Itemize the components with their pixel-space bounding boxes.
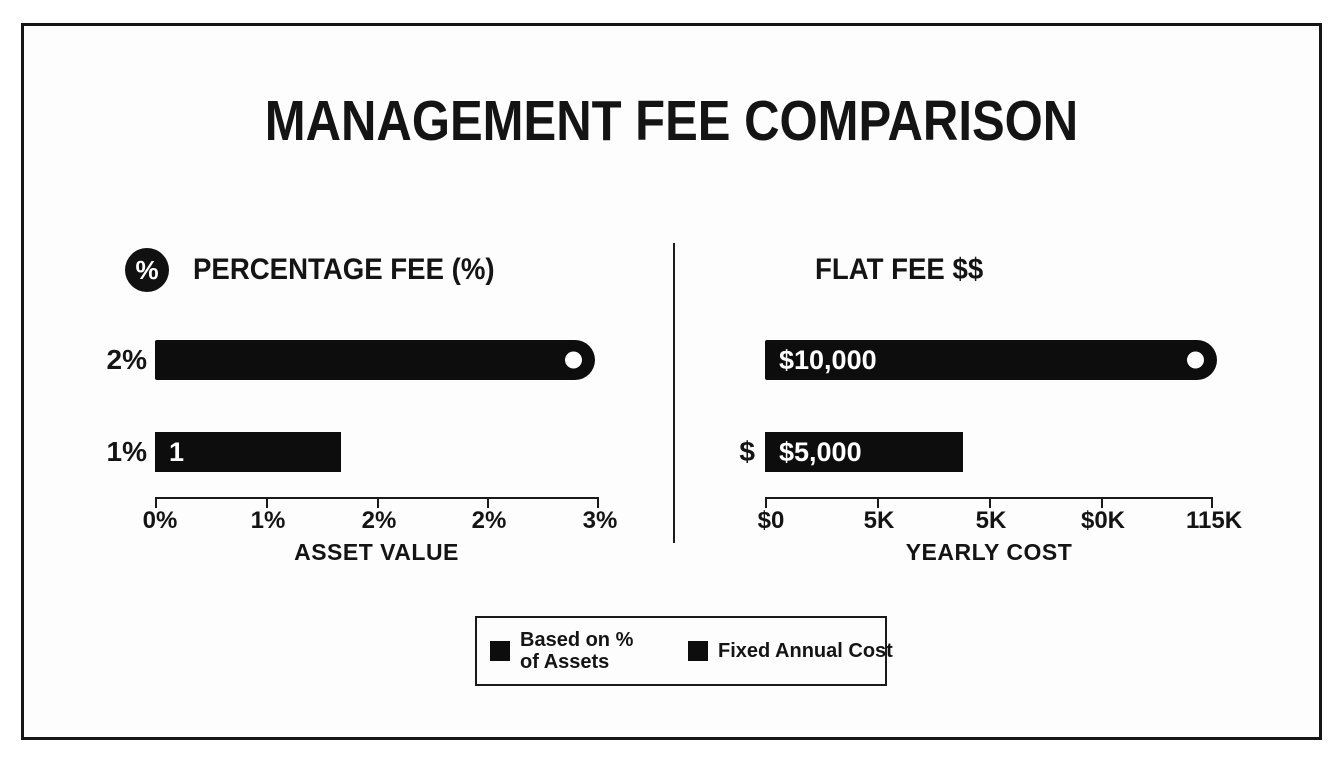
left-axis-tick (266, 497, 268, 508)
bar-1pct-inner-text: 1 (169, 437, 185, 467)
left-axis-tick-label: 0% (142, 507, 178, 534)
chart-frame: MANAGEMENT FEE COMPARISON % PERCENTAGE F… (21, 23, 1322, 740)
legend-label-percent-line1: Based on % (520, 629, 634, 651)
bar-10000-inner-text: $10,000 (779, 345, 877, 375)
right-axis-tick-label: 5K (975, 507, 1007, 534)
percent-icon: % (125, 248, 169, 292)
bar-5000: $5,000 (765, 432, 963, 472)
left-axis-tick-label: 3% (582, 507, 618, 534)
bar-2pct (155, 340, 595, 380)
left-axis-title: ASSET VALUE (294, 539, 459, 565)
right-axis-tick (1101, 497, 1103, 508)
percentage-fee-heading: PERCENTAGE FEE (%) (193, 248, 521, 292)
bar-10000: $10,000 (765, 340, 1217, 380)
left-axis-tick (377, 497, 379, 508)
left-axis-tick-label: 2% (361, 507, 397, 534)
left-axis-line (155, 497, 598, 499)
bar-label-2pct: 2% (106, 344, 147, 375)
flat-fee-heading: FLAT FEE $$ (815, 248, 998, 292)
right-axis-tick (989, 497, 991, 508)
left-axis-tick-label: 1% (250, 507, 286, 534)
right-axis-title: YEARLY COST (905, 539, 1073, 565)
right-axis-tick-label: $0 (757, 507, 785, 534)
bar-label-1pct: 1% (106, 436, 147, 467)
left-axis-tick (155, 497, 157, 508)
right-axis-tick (1211, 497, 1213, 508)
bar-5000-inner-text: $5,000 (779, 437, 862, 467)
bar-10000-dot (1187, 351, 1204, 369)
page-title: MANAGEMENT FEE COMPARISON (264, 89, 1079, 153)
bar-1pct: 1 (155, 432, 341, 472)
right-axis-tick-label: 115K (1185, 507, 1243, 534)
left-axis-tick (487, 497, 489, 508)
legend: Based on % of Assets Fixed Annual Cost (475, 616, 893, 686)
left-axis-tick-label: 2% (471, 507, 507, 534)
right-axis-tick-label: 5K (863, 507, 895, 534)
right-axis-tick (765, 497, 767, 508)
percentage-fee-heading-text: PERCENTAGE FEE (%) (193, 253, 495, 286)
right-axis-tick-label: $0K (1080, 507, 1126, 534)
legend-label-flat: Fixed Annual Cost (718, 640, 893, 662)
flat-fee-heading-text: FLAT FEE $$ (815, 253, 984, 286)
legend-label-percent: Based on % of Assets (520, 629, 633, 673)
bar-2pct-dot (565, 351, 582, 369)
right-axis-tick (877, 497, 879, 508)
legend-swatch-flat (688, 641, 708, 661)
legend-label-percent-line2: of Assets (520, 651, 610, 673)
legend-swatch-percent (490, 641, 510, 661)
bar-label-dollar: $ (739, 436, 755, 467)
panel-divider (673, 243, 675, 543)
left-axis-tick (597, 497, 599, 508)
